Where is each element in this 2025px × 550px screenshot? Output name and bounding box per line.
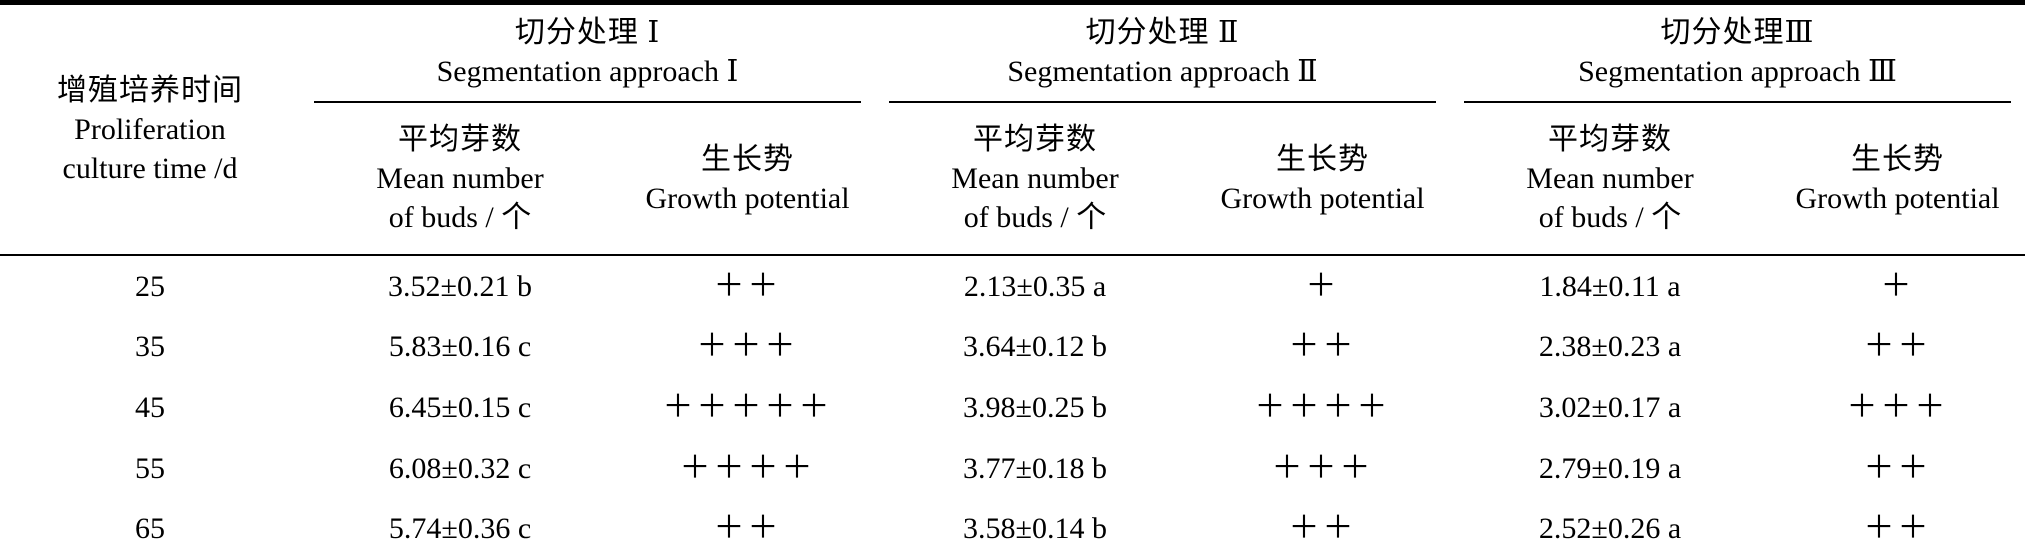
cell-g3-growth: ＋＋: [1863, 450, 1932, 486]
mean-buds-header-g3-en1: Mean number: [1526, 162, 1694, 195]
cell-g2-mean: 3.58±0.14 b: [963, 511, 1107, 545]
stub-header-en-line2: culture time /d: [62, 152, 238, 185]
mean-buds-header-g2: 平均芽数 Mean number of buds / 个: [875, 103, 1196, 256]
cell-g1-growth: ＋＋: [713, 267, 782, 303]
cell-g2-mean: 3.64±0.12 b: [963, 330, 1107, 363]
cell-g1-mean: 5.74±0.36 c: [388, 511, 532, 545]
mean-buds-header-g2-en2: of buds / 个: [963, 201, 1107, 234]
stub-header-zh: 增殖培养时间: [57, 74, 243, 107]
cell-g3-growth: ＋＋: [1863, 328, 1932, 364]
cell-g2-growth: ＋＋: [1288, 328, 1357, 364]
group-header-2-title: 切分处理 Ⅱ Segmentation approach Ⅱ: [889, 5, 1437, 103]
group2-title-zh: 切分处理 Ⅱ: [1085, 16, 1240, 49]
cell-g1-growth: ＋＋＋: [696, 328, 799, 364]
cell-g1-mean: 6.08±0.32 c: [388, 452, 532, 485]
cell-g3-growth: ＋＋: [1863, 510, 1932, 546]
group-header-2: 切分处理 Ⅱ Segmentation approach Ⅱ: [875, 3, 1450, 103]
table-row: 25 3.52±0.21 b ＋＋ 2.13±0.35 a ＋ 1.84±0.1…: [0, 255, 2025, 316]
cell-time: 65: [135, 511, 165, 545]
cell-g1-growth: ＋＋＋＋: [679, 450, 816, 486]
cell-time: 45: [135, 391, 165, 424]
growth-header-g1-en: Growth potential: [645, 181, 850, 215]
cell-g1-growth: ＋＋: [713, 510, 782, 546]
stub-header: 增殖培养时间 Proliferation culture time /d: [0, 2, 300, 256]
stub-header-en-line1: Proliferation: [74, 113, 226, 146]
group3-title-en: Segmentation approach Ⅲ: [1578, 55, 1897, 88]
table-row: 65 5.74±0.36 c ＋＋ 3.58±0.14 b ＋＋ 2.52±0.…: [0, 499, 2025, 550]
group2-title-en: Segmentation approach Ⅱ: [1007, 55, 1318, 88]
table-row: 35 5.83±0.16 c ＋＋＋ 3.64±0.12 b ＋＋ 2.38±0…: [0, 316, 2025, 377]
cell-time: 25: [135, 269, 165, 303]
cell-g1-mean: 6.45±0.15 c: [388, 391, 532, 424]
growth-header-g3-zh: 生长势: [1851, 142, 1945, 176]
cell-g2-growth: ＋＋＋＋: [1254, 389, 1391, 425]
growth-header-g2-en: Growth potential: [1220, 181, 1425, 215]
cell-g3-mean: 2.52±0.26 a: [1538, 511, 1682, 545]
mean-buds-header-g2-zh: 平均芽数: [973, 123, 1098, 156]
cell-g3-growth: ＋＋＋: [1846, 389, 1949, 425]
cell-g3-mean: 2.38±0.23 a: [1538, 330, 1682, 363]
cell-g3-growth: ＋: [1880, 267, 1915, 303]
group3-title-zh: 切分处理Ⅲ: [1660, 16, 1815, 49]
group-header-1-title: 切分处理 Ⅰ Segmentation approach Ⅰ: [314, 5, 862, 103]
mean-buds-header-g1-en2: of buds / 个: [388, 201, 532, 234]
mean-buds-header-g1-zh: 平均芽数: [398, 123, 522, 156]
group-header-row: 增殖培养时间 Proliferation culture time /d 切分处…: [0, 2, 2025, 256]
cell-g2-mean: 3.77±0.18 b: [963, 452, 1107, 485]
growth-header-g2-zh: 生长势: [1276, 142, 1370, 176]
mean-buds-header-g3-zh: 平均芽数: [1548, 123, 1673, 156]
mean-buds-header-g3: 平均芽数 Mean number of buds / 个: [1450, 103, 1771, 256]
cell-g1-mean: 3.52±0.21 b: [388, 269, 532, 303]
growth-header-g3-en: Growth potential: [1795, 181, 2000, 215]
cell-g2-mean: 2.13±0.35 a: [963, 269, 1107, 303]
cell-g2-growth: ＋: [1305, 267, 1340, 303]
cell-g3-mean: 1.84±0.11 a: [1539, 269, 1681, 303]
table-row: 55 6.08±0.32 c ＋＋＋＋ 3.77±0.18 b ＋＋＋ 2.79…: [0, 438, 2025, 499]
mean-buds-header-g1: 平均芽数 Mean number of buds / 个: [300, 103, 620, 256]
growth-header-g1-zh: 生长势: [701, 142, 794, 176]
mean-buds-header-g1-en1: Mean number: [376, 162, 544, 195]
group-header-3: 切分处理Ⅲ Segmentation approach Ⅲ: [1450, 3, 2025, 103]
cell-g2-growth: ＋＋: [1288, 510, 1357, 546]
cell-g1-mean: 5.83±0.16 c: [388, 330, 532, 363]
growth-header-g3: 生长势 Growth potential: [1770, 103, 2025, 256]
cell-g3-mean: 3.02±0.17 a: [1538, 391, 1682, 424]
cell-time: 55: [135, 452, 165, 485]
mean-buds-header-g2-en1: Mean number: [951, 162, 1119, 195]
growth-header-g2: 生长势 Growth potential: [1195, 103, 1451, 256]
group1-title-en: Segmentation approach Ⅰ: [436, 55, 739, 88]
group-header-3-title: 切分处理Ⅲ Segmentation approach Ⅲ: [1464, 5, 2012, 103]
group1-title-zh: 切分处理 Ⅰ: [514, 16, 661, 49]
cell-g2-mean: 3.98±0.25 b: [963, 391, 1107, 424]
cell-time: 35: [135, 330, 165, 363]
growth-header-g1: 生长势 Growth potential: [620, 103, 876, 256]
group-header-1: 切分处理 Ⅰ Segmentation approach Ⅰ: [300, 3, 875, 103]
cell-g1-growth: ＋＋＋＋＋: [662, 389, 833, 425]
cell-g2-growth: ＋＋＋: [1271, 450, 1374, 486]
cell-g3-mean: 2.79±0.19 a: [1538, 452, 1682, 485]
sub-header-row: 平均芽数 Mean number of buds / 个 生长势 Growth …: [0, 103, 2025, 256]
mean-buds-header-g3-en2: of buds / 个: [1538, 201, 1682, 234]
table-row: 45 6.45±0.15 c ＋＋＋＋＋ 3.98±0.25 b ＋＋＋＋ 3.…: [0, 377, 2025, 438]
